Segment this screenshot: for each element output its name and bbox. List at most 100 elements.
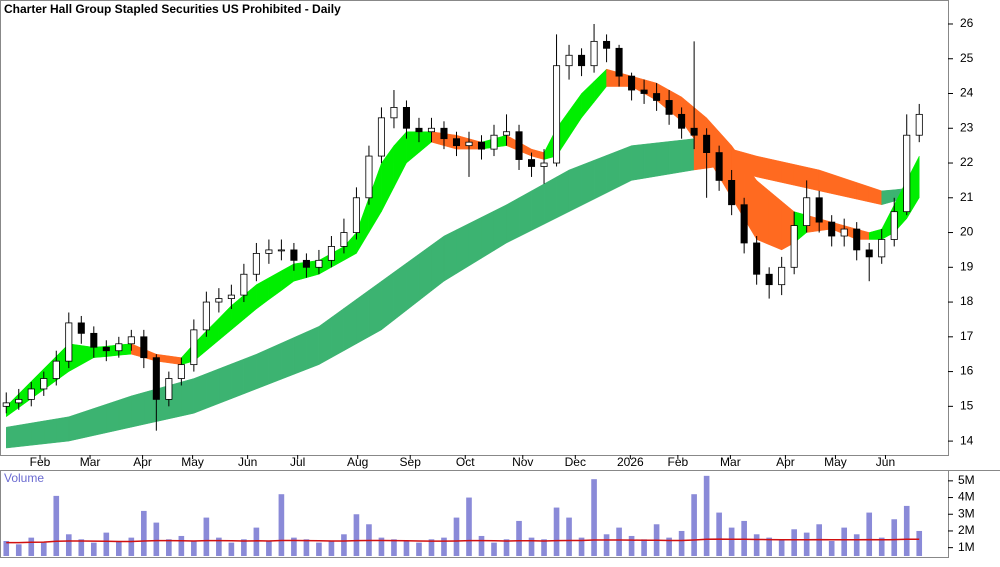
candle-body [703,134,711,153]
candle-body [853,228,861,251]
x-tick-label: Mar [80,455,101,469]
ribbon-segment [581,80,595,119]
volume-tick-label: 3M [958,506,975,520]
volume-bar [866,512,873,556]
volume-bar [691,494,697,556]
candle-body [578,54,586,67]
x-tick-label: Feb [30,455,51,469]
candle-body [865,249,873,258]
candle-body [753,242,761,275]
candle-body [653,93,661,101]
candle-body [465,141,473,147]
y-tick-label: 17 [960,329,974,343]
ribbon-segment [868,228,882,240]
candle-body [415,127,423,133]
ribbon-segment [681,138,695,173]
candle-body [352,197,360,233]
ribbon-segment [868,186,882,206]
candle-body [665,100,673,115]
volume-bar [378,537,385,556]
volume-bar [516,520,522,556]
candle-body [402,107,410,129]
ribbon-segment [256,277,270,310]
volume-label: Volume [4,471,44,485]
ribbon-segment [6,424,20,449]
x-tick-label: Jul [290,455,305,469]
volume-bar [278,494,285,556]
volume-bar [678,530,685,556]
ribbon-segment [793,164,807,189]
x-tick-label: Jun [876,455,895,469]
ribbon-segment [231,294,245,331]
y-tick-label: 16 [960,364,974,378]
candle-body [915,113,923,136]
volume-bar [616,527,622,556]
candle-body [277,249,285,252]
candle-body [227,294,235,299]
candle-body [440,127,448,140]
candle-body [740,204,748,244]
volume-bar [115,540,122,556]
ribbon-segment [318,316,332,366]
y-tick-label: 25 [960,51,974,65]
ribbon-segment [456,223,470,275]
candle-body [15,398,23,404]
volume-bar [341,534,347,556]
candle-body [452,138,461,147]
candle-body [152,357,160,400]
candle-body [2,402,10,407]
candle-body [778,266,786,286]
ribbon-segment [593,68,607,103]
ribbon-segment [768,158,782,183]
ribbon-segment [268,342,282,385]
candle-body [678,113,686,129]
candle-body [477,141,486,150]
candle-body [215,298,223,303]
ribbon-segment [368,280,382,338]
candle-body [340,232,348,247]
ribbon-segment [93,403,107,436]
ribbon-segment [218,363,232,404]
volume-bar [453,517,460,556]
ribbon-segment [531,148,545,160]
ribbon-segment [281,337,295,380]
volume-tick-label: 1M [958,540,975,554]
ribbon-segment [418,244,432,302]
candle-body [890,211,898,240]
candle-body [202,301,210,331]
x-tick-label: Sep [400,455,422,469]
ribbon-segment [106,399,120,434]
volume-bar [216,537,222,556]
x-tick-label: May [824,455,847,469]
ribbon-segment [218,304,232,341]
ribbon-segment [393,262,407,321]
candle-body [803,197,811,226]
volume-tick-label: 4M [958,490,975,504]
volume-bar [553,507,560,556]
ribbon-segment [306,326,320,370]
ribbon-segment [531,183,545,231]
volume-bar [266,540,272,556]
ribbon-segment [118,395,132,431]
volume-tick-label: 5M [958,473,975,487]
y-tick-label: 26 [960,16,974,30]
candle-body [540,162,548,167]
x-tick-label: Apr [133,455,152,469]
candle-body [603,40,611,49]
y-tick-label: 23 [960,120,974,134]
ribbon-segment [406,131,420,164]
chart-title: Charter Hall Group Stapled Securities US… [4,2,341,16]
ribbon-segment [518,190,532,238]
price-panel [0,0,949,456]
volume-bar [228,542,235,556]
volume-bar [728,527,735,556]
y-tick-label: 20 [960,225,974,239]
candle-body [878,239,886,258]
candle-body [190,329,198,366]
candle-body [715,152,723,181]
volume-bar [478,535,485,556]
candle-body [840,228,848,237]
volume-average [6,538,920,544]
candle-body [40,378,48,390]
